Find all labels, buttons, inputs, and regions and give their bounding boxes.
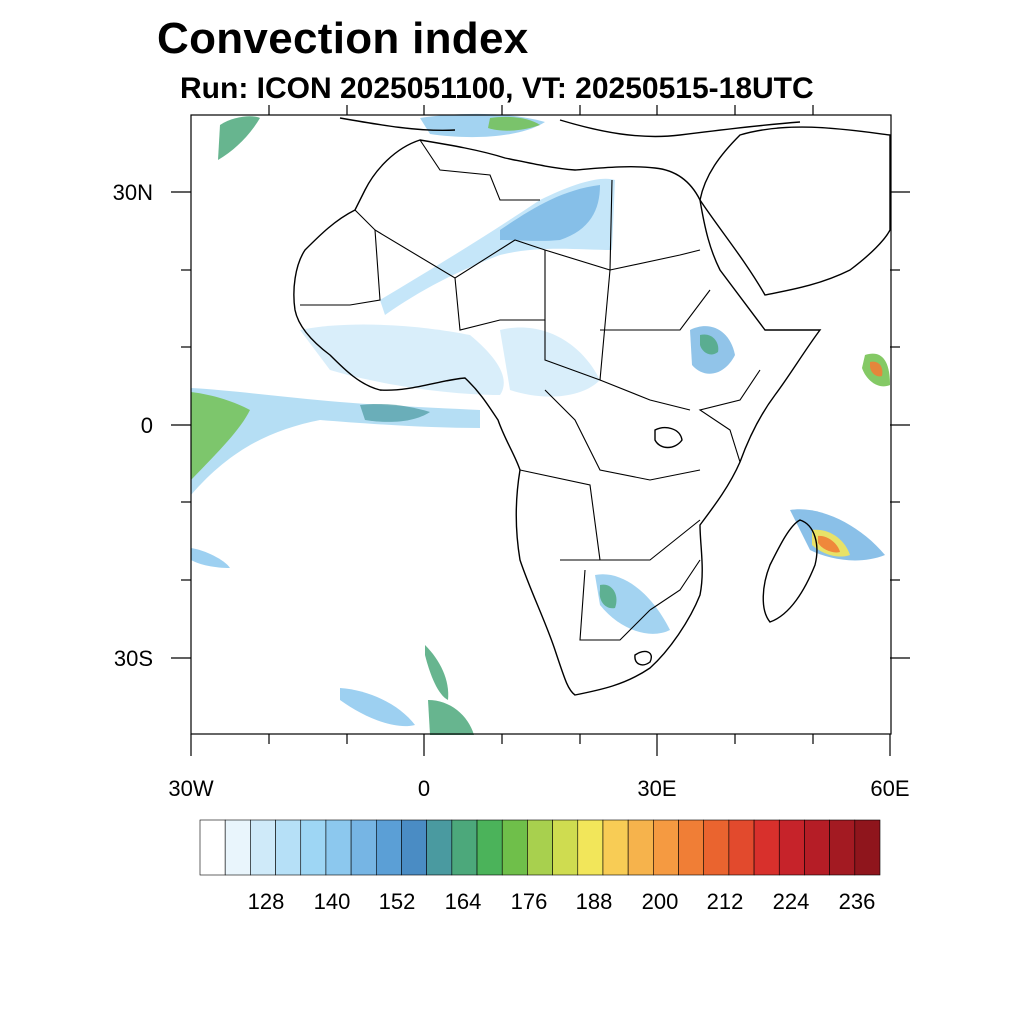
convection-southern-core (599, 584, 617, 609)
convection-med-core (488, 116, 540, 131)
convection-south-2 (425, 645, 449, 700)
colorbar-box (753, 819, 780, 876)
border-14 (419, 139, 540, 201)
border-4 (544, 269, 611, 381)
colorbar-box (275, 819, 302, 876)
convection-ethiopia-core (700, 334, 719, 355)
colorbar-box (375, 819, 402, 876)
border-12 (649, 559, 701, 611)
border-10 (600, 519, 701, 561)
lon-label-30e: 30E (637, 776, 677, 801)
convection-madagascar-hot (818, 535, 840, 553)
colorbar-box (426, 819, 453, 876)
lon-label-30w: 30W (168, 776, 214, 801)
convection-sahara-core (500, 185, 600, 241)
border-5 (609, 249, 701, 271)
colorbar-box (224, 819, 251, 876)
colorbar-label-176: 176 (510, 889, 548, 914)
colorbar-box (401, 819, 427, 876)
lat-label-30n: 30N (112, 180, 153, 205)
colorbar-box (527, 819, 553, 876)
colorbar-label-188: 188 (575, 889, 613, 914)
colorbar-box (300, 819, 327, 876)
border-9 (519, 469, 601, 561)
convection-westafrica (300, 324, 504, 395)
border-13 (698, 369, 761, 463)
convection-southern-africa (595, 574, 670, 634)
page-title: Convection index (157, 14, 529, 63)
convection-south-1 (340, 688, 415, 727)
country-borders (300, 139, 761, 641)
coastlines (293, 117, 891, 696)
border-7 (599, 379, 691, 411)
colorbar-box (577, 819, 604, 876)
lesotho (634, 650, 652, 666)
colorbar (199, 819, 881, 876)
border-2 (300, 229, 381, 306)
colorbar-label-152: 152 (378, 889, 416, 914)
colorbar-box (250, 819, 276, 876)
africa-coastline (293, 139, 822, 696)
convection-northwest (218, 116, 260, 160)
colorbar-label-128: 128 (247, 889, 285, 914)
lat-label-0: 0 (140, 413, 153, 438)
colorbar-box (552, 819, 579, 876)
europe-coastline (339, 117, 801, 138)
colorbar-label-200: 200 (641, 889, 679, 914)
colorbar-box (627, 819, 654, 876)
convection-southwest-edge (191, 548, 230, 568)
colorbar-label-236: 236 (838, 889, 876, 914)
arabia-coastline (699, 126, 891, 296)
colorbar-label-212: 212 (706, 889, 744, 914)
colorbar-box (778, 819, 805, 876)
colorbar-box (653, 819, 679, 876)
lon-label-0: 0 (417, 776, 431, 801)
colorbar-box (602, 819, 629, 876)
madagascar-coastline (762, 519, 818, 623)
lon-label-60e: 60E (870, 776, 910, 801)
border-11 (579, 569, 651, 641)
colorbar-box (804, 819, 830, 876)
colorbar-box (325, 819, 352, 876)
lake-victoria (654, 427, 683, 449)
convection-field (191, 113, 890, 735)
colorbar-box (854, 819, 881, 876)
lat-label-30s: 30S (113, 646, 153, 671)
colorbar-label-164: 164 (444, 889, 482, 914)
axis-ticks (171, 105, 910, 756)
colorbar-box (728, 819, 755, 876)
colorbar-label-224: 224 (772, 889, 810, 914)
colorbar-box (501, 819, 528, 876)
colorbar-box (678, 819, 705, 876)
colorbar-box (703, 819, 730, 876)
convection-south-3 (428, 700, 474, 735)
convection-madagascar (790, 509, 885, 561)
run-subtitle: Run: ICON 2025051100, VT: 20250515-18UTC (180, 72, 814, 105)
border-8 (544, 389, 701, 481)
convection-itcz-mid (360, 403, 430, 422)
convection-itcz-west-core (191, 392, 250, 480)
border-6 (600, 289, 711, 331)
colorbar-label-140: 140 (313, 889, 351, 914)
border-3 (454, 250, 546, 331)
colorbar-box (199, 819, 226, 876)
colorbar-box (829, 819, 856, 876)
colorbar-box (476, 819, 503, 876)
colorbar-box (350, 819, 377, 876)
convection-indian-ocean-hot (870, 361, 883, 377)
colorbar-box (451, 819, 478, 876)
